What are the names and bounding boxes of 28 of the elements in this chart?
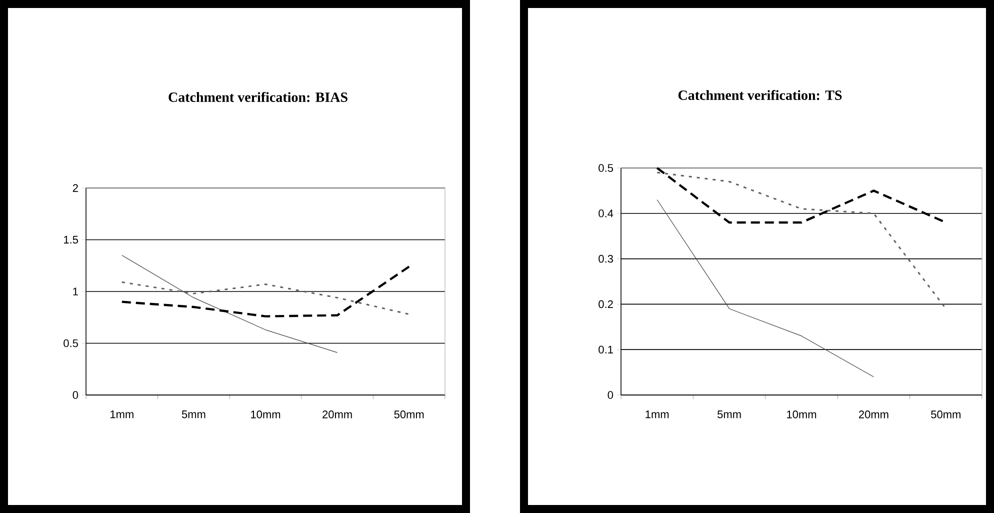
y-tick-label: 0.5 xyxy=(64,339,78,348)
x-tick-label: 5mm xyxy=(182,410,206,418)
y-tick-label: 0.3 xyxy=(598,254,613,263)
y-tick-label: 1 xyxy=(73,288,78,296)
x-tick-label: 10mm xyxy=(787,410,816,418)
x-tick-label: 50mm xyxy=(931,410,960,418)
x-tick-label: 50mm xyxy=(394,410,424,418)
x-tick-label: 1mm xyxy=(646,410,669,418)
x-tick-label: 20mm xyxy=(322,410,352,418)
chart-title: Catchment verification: TS xyxy=(678,90,842,100)
line-series xyxy=(656,172,947,310)
y-tick-label: 0 xyxy=(608,391,614,399)
line-series xyxy=(122,254,338,353)
line-series xyxy=(121,281,410,316)
x-tick-label: 1mm xyxy=(110,410,134,418)
y-tick-label: 1.5 xyxy=(64,236,78,244)
y-tick-label: 2 xyxy=(72,184,78,192)
y-tick-label: 0.4 xyxy=(598,210,614,218)
x-tick-label: 5mm xyxy=(718,410,741,418)
line-series xyxy=(656,199,874,378)
line-series xyxy=(120,266,410,318)
y-tick-label: 0.5 xyxy=(598,164,613,172)
chart-title: Catchment verification: BIAS xyxy=(168,92,348,102)
y-tick-label: 0.2 xyxy=(598,300,613,308)
y-tick-label: 0 xyxy=(72,391,78,399)
x-tick-label: 10mm xyxy=(251,410,280,418)
y-tick-label: 0.1 xyxy=(598,346,613,354)
x-tick-label: 20mm xyxy=(858,410,888,418)
